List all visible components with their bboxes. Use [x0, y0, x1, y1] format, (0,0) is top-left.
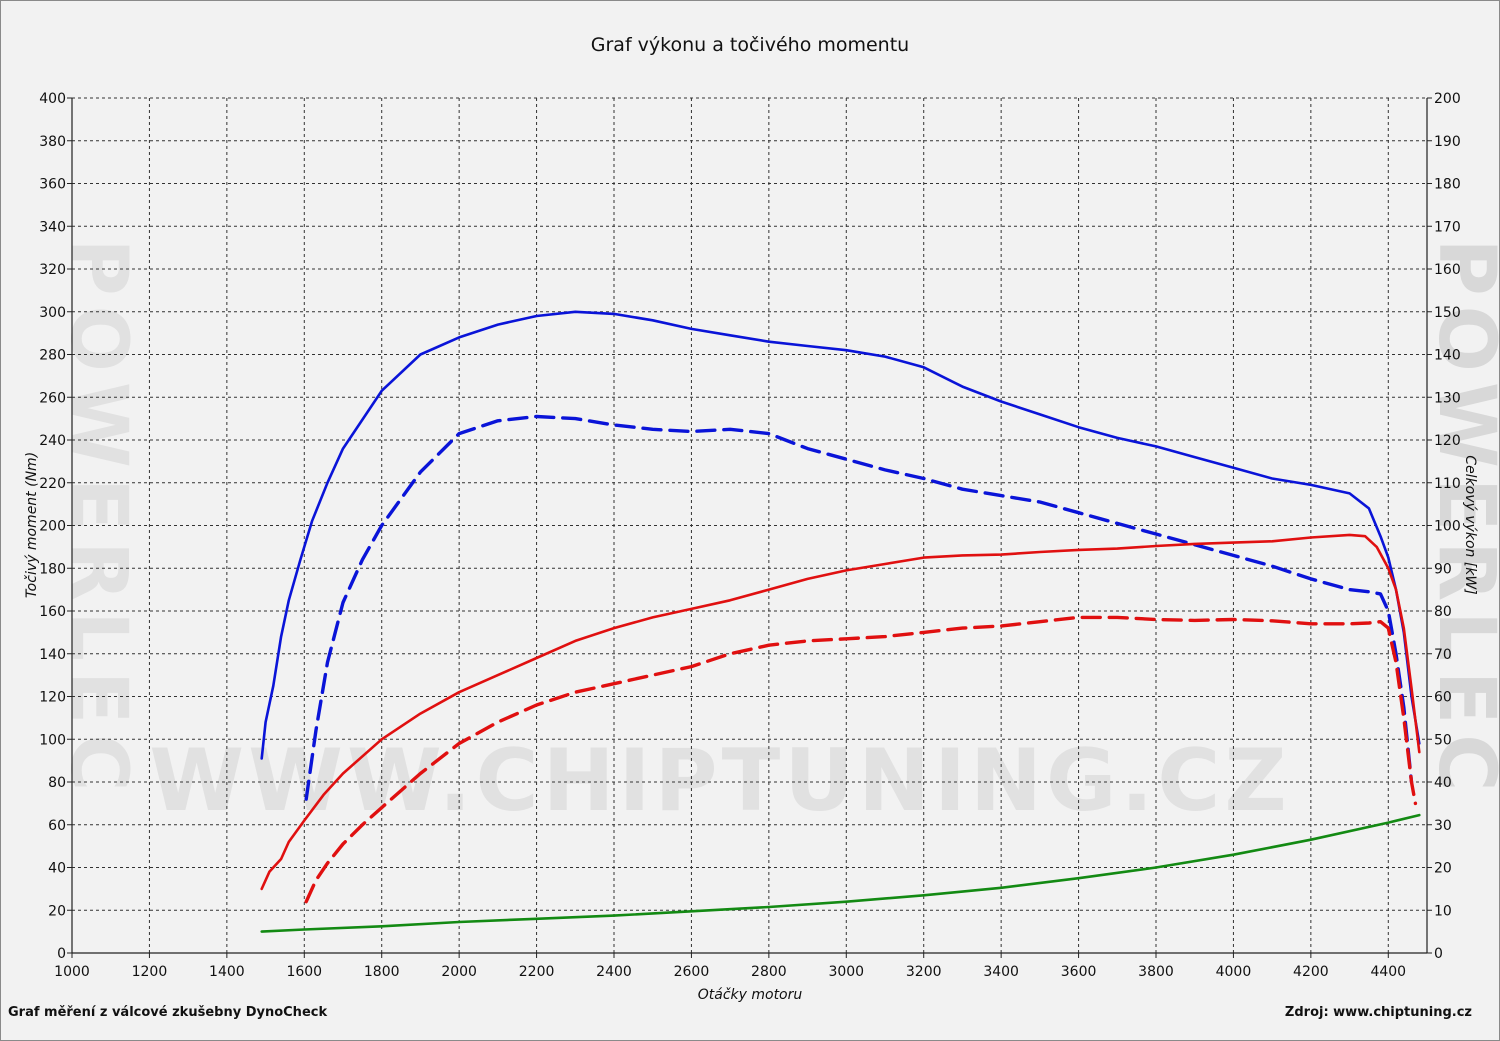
x-tick-label: 1600 — [286, 964, 322, 980]
axes — [67, 97, 1432, 958]
footer-source-note: Graf měření z válcové zkušebny DynoCheck — [8, 1005, 328, 1020]
plot-area — [72, 98, 1427, 953]
right-y-tick-label: 80 — [1434, 604, 1452, 620]
right-y-tick-label: 170 — [1434, 219, 1461, 235]
series-line-1 — [260, 310, 1421, 760]
watermark-vertical-left: POWERLEC — [53, 238, 143, 801]
grid — [72, 97, 1427, 953]
left-y-tick-label: 140 — [39, 647, 66, 663]
x-tick-label: 1200 — [132, 964, 168, 980]
left-y-axis-label: Točivý moment (Nm) — [24, 452, 40, 598]
series-line-5 — [260, 813, 1421, 933]
x-tick-labels: 1000 1200 1400 1600 1800 2000 2200 2400 2600 2800… — [54, 964, 1406, 980]
x-tick-label: 2200 — [519, 964, 555, 980]
x-tick-label: 4400 — [1370, 964, 1406, 980]
left-y-tick-label: 200 — [39, 519, 66, 535]
series-line-3 — [260, 533, 1421, 891]
right-y-tick-label: 180 — [1434, 177, 1461, 193]
left-y-tick-labels: 0 20 40 60 80 100 120 140 160 180 200 220 240 260 280 3… — [39, 91, 66, 962]
right-y-tick-label: 60 — [1434, 690, 1452, 706]
left-y-tick-label: 340 — [39, 219, 66, 235]
x-tick-label: 2400 — [596, 964, 632, 980]
right-y-tick-label: 120 — [1434, 433, 1461, 449]
right-y-axis-label: Celkový výkon [kW] — [1462, 455, 1478, 594]
right-y-tick-label: 50 — [1434, 732, 1452, 748]
right-y-tick-label: 130 — [1434, 390, 1461, 406]
right-y-tick-label: 110 — [1434, 476, 1461, 492]
left-y-tick-label: 180 — [39, 561, 66, 577]
left-y-tick-label: 320 — [39, 262, 66, 278]
x-tick-label: 2800 — [751, 964, 787, 980]
series-lines — [260, 310, 1421, 933]
right-y-tick-label: 160 — [1434, 262, 1461, 278]
watermark-url: WWW.CHIPTUNING.CZ — [149, 731, 1291, 831]
x-axis-label: Otáčky motoru — [698, 987, 803, 1003]
x-tick-label: 1400 — [209, 964, 245, 980]
right-y-tick-label: 10 — [1434, 903, 1452, 919]
right-y-tick-label: 150 — [1434, 305, 1461, 321]
right-y-tick-label: 40 — [1434, 775, 1452, 791]
footer-source-url: Zdroj: www.chiptuning.cz — [1284, 1005, 1472, 1020]
x-tick-label: 3800 — [1138, 964, 1174, 980]
left-y-tick-label: 0 — [57, 946, 66, 962]
right-y-tick-label: 30 — [1434, 818, 1452, 834]
left-y-tick-label: 100 — [39, 732, 66, 748]
left-y-tick-label: 40 — [48, 861, 66, 877]
right-y-tick-label: 90 — [1434, 561, 1452, 577]
x-tick-label: 3000 — [828, 964, 864, 980]
series-line-4 — [304, 615, 1418, 904]
x-tick-label: 4000 — [1216, 964, 1252, 980]
x-tick-label: 2600 — [674, 964, 710, 980]
left-y-tick-label: 80 — [48, 775, 66, 791]
right-y-tick-label: 140 — [1434, 348, 1461, 364]
x-tick-label: 1800 — [364, 964, 400, 980]
left-y-tick-label: 260 — [39, 390, 66, 406]
left-y-tick-label: 160 — [39, 604, 66, 620]
left-y-tick-label: 220 — [39, 476, 66, 492]
right-y-tick-label: 100 — [1434, 519, 1461, 535]
x-tick-label: 3200 — [906, 964, 942, 980]
x-tick-label: 2000 — [441, 964, 477, 980]
chart-title: Graf výkonu a točivého momentu — [590, 34, 910, 56]
right-y-tick-label: 70 — [1434, 647, 1452, 663]
x-tick-label: 1000 — [54, 964, 90, 980]
left-y-tick-label: 120 — [39, 690, 66, 706]
left-y-tick-label: 300 — [39, 305, 66, 321]
left-y-tick-label: 240 — [39, 433, 66, 449]
right-y-tick-label: 20 — [1434, 861, 1452, 877]
x-tick-label: 4200 — [1293, 964, 1329, 980]
right-y-tick-labels: 0 10 20 30 40 50 60 70 80 90 100 110 120 130 140 150 160… — [1434, 91, 1461, 962]
series-line-2 — [304, 414, 1414, 801]
left-y-tick-label: 280 — [39, 348, 66, 364]
x-tick-label: 3600 — [1061, 964, 1097, 980]
x-tick-label: 3400 — [983, 964, 1019, 980]
watermark-vertical-right: POWERLEC — [1421, 238, 1500, 801]
left-y-tick-label: 360 — [39, 177, 66, 193]
watermark-layer: WWW.CHIPTUNING.CZ POWERLEC POWERLEC — [53, 238, 1500, 831]
right-y-tick-label: 190 — [1434, 134, 1461, 150]
left-y-tick-label: 60 — [48, 818, 66, 834]
left-y-tick-label: 380 — [39, 134, 66, 150]
left-y-tick-label: 400 — [39, 91, 66, 107]
right-y-tick-label: 200 — [1434, 91, 1461, 107]
right-y-tick-label: 0 — [1434, 946, 1443, 962]
left-y-tick-label: 20 — [48, 903, 66, 919]
